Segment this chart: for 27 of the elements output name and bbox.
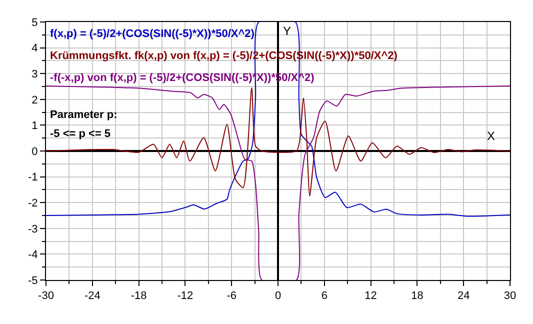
x-tick-label: 12 [364,290,377,302]
x-tick-label: 30 [504,290,516,302]
x-tick-label: 18 [411,290,424,302]
x-tick-label: 6 [321,290,328,302]
annotation: Parameter p: [50,109,118,121]
annotation: -5 <= p <= 5 [50,128,111,140]
x-axis-title: X [487,129,496,143]
x-tick-label: -6 [226,290,236,302]
y-tick-label: 5 [32,16,38,29]
x-tick-label: 0 [274,290,282,302]
x-tick-label: -12 [177,290,194,302]
x-tick-label: -18 [130,290,147,302]
x-tick-label: 24 [457,290,470,302]
y-tick-label: 3 [32,68,38,80]
x-tick-label: -30 [38,290,54,302]
series-label: f(x,p) = (-5)/2+(COS(SIN((-5)*X))*50/X^2) [50,28,255,40]
y-tick-label: 4 [32,42,38,55]
x-tick-label: -24 [84,290,100,302]
y-tick-label: -1 [28,172,38,184]
y-axis-title: Y [283,24,292,38]
y-tick-label: 2 [32,94,38,106]
y-tick-label: -5 [28,274,38,287]
y-tick-label: -2 [28,197,38,210]
y-tick-label: -4 [28,249,38,262]
y-tick-label: -3 [28,223,38,236]
y-tick-label: 1 [32,120,38,132]
y-tick-label: 0 [32,146,38,158]
